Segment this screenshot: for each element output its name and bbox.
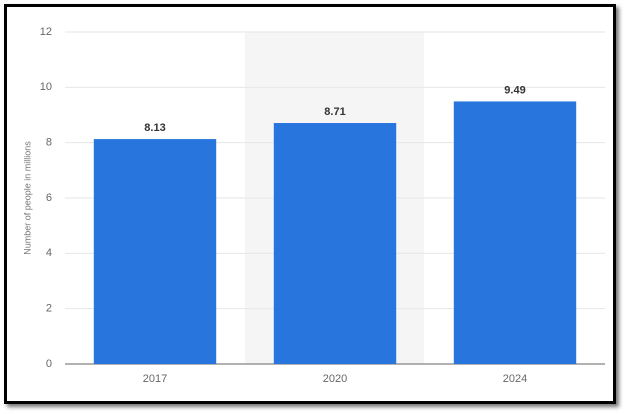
value-label: 8.13 bbox=[144, 122, 165, 134]
y-axis-title: Number of people in millions bbox=[22, 141, 32, 255]
y-tick-label: 0 bbox=[46, 358, 52, 370]
y-tick-label: 8 bbox=[46, 137, 52, 149]
y-tick-label: 4 bbox=[46, 247, 52, 259]
y-tick-label: 12 bbox=[40, 26, 52, 38]
value-label: 9.49 bbox=[504, 84, 525, 96]
x-tick-label: 2024 bbox=[503, 373, 527, 385]
x-tick-label: 2020 bbox=[323, 373, 347, 385]
bar bbox=[273, 123, 397, 364]
bar bbox=[453, 101, 577, 365]
y-tick-label: 2 bbox=[46, 303, 52, 315]
value-label: 8.71 bbox=[324, 106, 345, 118]
y-tick-label: 10 bbox=[40, 81, 52, 93]
bar bbox=[93, 139, 217, 364]
x-tick-label: 2017 bbox=[143, 373, 167, 385]
y-tick-label: 6 bbox=[46, 192, 52, 204]
